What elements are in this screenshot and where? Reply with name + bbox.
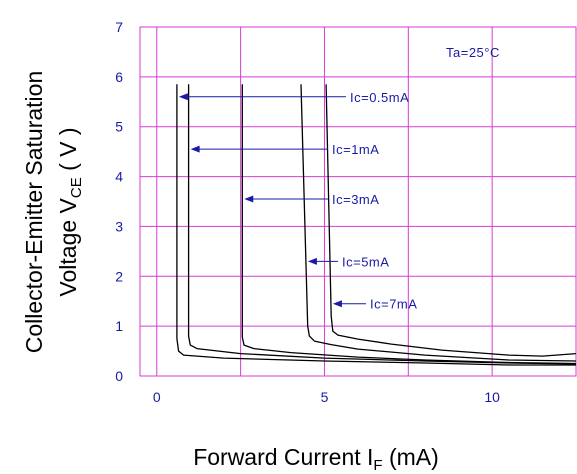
tick-labels: 0 1 2 3 4 5 6 7 0 5 10	[115, 19, 500, 405]
y-tick-label: 2	[115, 268, 123, 284]
y-label-main: Voltage V	[55, 197, 81, 296]
x-tick-label: 5	[321, 389, 329, 405]
series-label: Ic=3mA	[332, 192, 379, 207]
y-label-unit: ( V )	[55, 127, 81, 177]
y-axis-label-line1: Collector-Emitter Saturation	[21, 71, 47, 354]
series-label: Ic=0.5mA	[350, 90, 409, 105]
x-label-main: Forward Current I	[193, 444, 373, 470]
annotation-arrowhead	[178, 93, 188, 101]
series-lines	[176, 84, 577, 366]
x-tick-label: 10	[484, 389, 500, 405]
y-tick-label: 4	[115, 169, 123, 185]
x-tick-label: 0	[153, 389, 161, 405]
series-label: Ic=5mA	[342, 254, 389, 269]
x-label-unit: (mA)	[383, 444, 439, 470]
x-label-sub: F	[373, 457, 382, 474]
annotation-arrowhead	[244, 195, 254, 203]
series-line	[176, 84, 576, 366]
y-tick-label: 7	[115, 19, 123, 35]
condition-label: Ta=25°C	[446, 45, 500, 60]
y-tick-label: 0	[115, 368, 123, 384]
series-label: Ic=1mA	[332, 142, 379, 157]
series-line	[187, 84, 577, 365]
y-label-sub: CE	[68, 177, 85, 198]
series-label: Ic=7mA	[370, 297, 417, 312]
annotations: Ic=0.5mA Ic=1mA Ic=3mA Ic=5mA Ic=7mA	[178, 90, 417, 312]
grid	[139, 26, 577, 377]
y-tick-label: 6	[115, 69, 123, 85]
annotation-arrowhead	[190, 145, 200, 153]
x-axis-label: Forward Current IF (mA)	[193, 444, 439, 474]
y-tick-label: 5	[115, 119, 123, 135]
series-line	[300, 84, 577, 362]
annotation-arrowhead	[307, 257, 317, 265]
annotation-arrowhead	[332, 300, 342, 308]
y-axis-label-line2: Voltage VCE ( V )	[55, 127, 85, 296]
series-line	[325, 84, 577, 357]
plot-frame	[139, 26, 577, 377]
y-tick-label: 3	[115, 218, 123, 234]
series-line	[241, 84, 577, 365]
y-tick-label: 1	[115, 318, 123, 334]
